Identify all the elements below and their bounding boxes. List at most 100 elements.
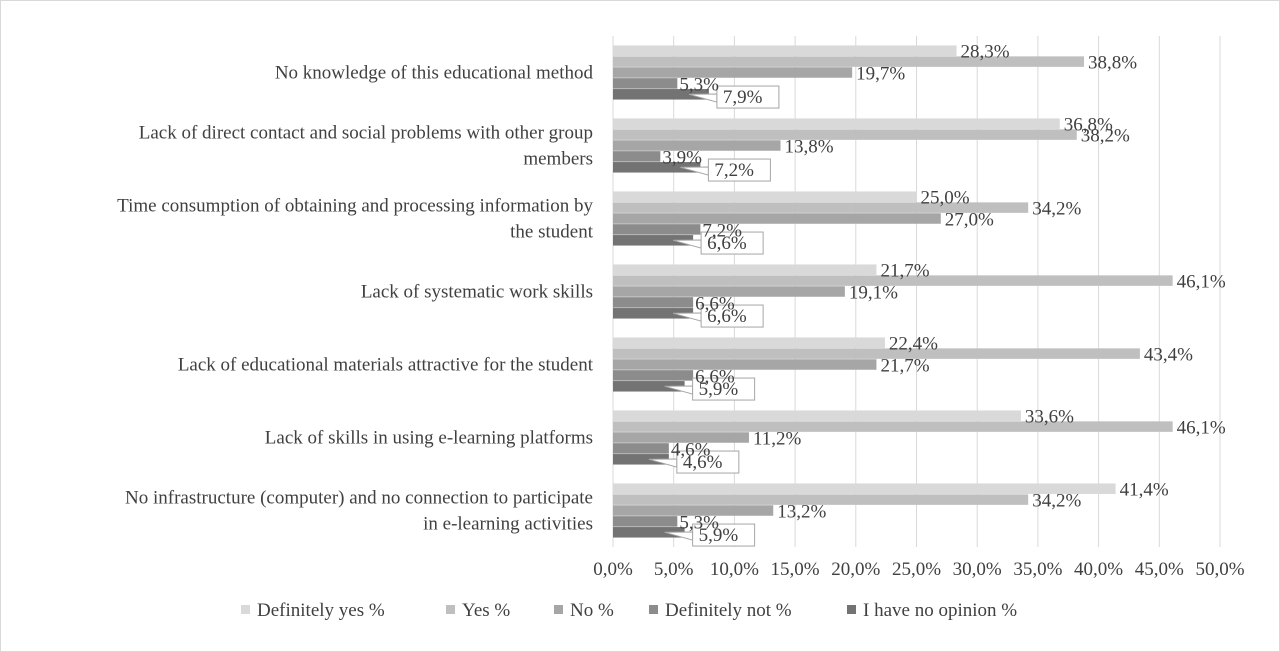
bar xyxy=(613,421,1173,432)
bar xyxy=(613,118,1060,129)
bar xyxy=(613,286,845,297)
bar xyxy=(613,516,678,527)
bar xyxy=(613,45,957,56)
bar xyxy=(613,224,701,235)
data-label: 7,2% xyxy=(714,160,754,181)
legend-swatch xyxy=(446,605,455,614)
bar xyxy=(613,494,1029,505)
bar xyxy=(613,264,877,275)
data-label: 11,2% xyxy=(753,429,802,450)
x-tick-label: 50,0% xyxy=(1195,559,1244,580)
data-label: 4,6% xyxy=(671,439,711,460)
x-axis-tick-labels: 0,0% 5,0% 10,0% 15,0% 20,0% 25,0% 30,0% 35,0% 40… xyxy=(593,559,1245,580)
data-label: 6,6% xyxy=(695,366,735,387)
bar xyxy=(613,410,1021,421)
data-label: 34,2% xyxy=(1032,199,1081,220)
bar xyxy=(613,432,749,443)
data-label: 27,0% xyxy=(945,210,994,231)
data-label: 46,1% xyxy=(1177,418,1226,439)
bar xyxy=(613,235,694,246)
bar xyxy=(613,454,669,465)
callout-box xyxy=(700,304,764,328)
data-label: 43,4% xyxy=(1144,345,1193,366)
bar xyxy=(613,89,709,100)
x-tick-label: 10,0% xyxy=(710,559,759,580)
data-label: 6,6% xyxy=(695,293,735,314)
bar xyxy=(613,140,781,151)
callout-box xyxy=(716,85,780,109)
callout-box xyxy=(692,377,756,401)
data-label: 6,6% xyxy=(707,306,747,327)
legend-label: Definitely not % xyxy=(665,600,792,621)
legend-swatch xyxy=(847,605,856,614)
x-tick-label: 0,0% xyxy=(593,559,633,580)
data-label: 5,9% xyxy=(699,379,739,400)
x-tick-label: 5,0% xyxy=(654,559,694,580)
category-label: No infrastructure (computer) and no conn… xyxy=(125,488,593,535)
bar xyxy=(613,213,941,224)
data-label: 28,3% xyxy=(961,42,1010,63)
legend-swatch xyxy=(554,605,563,614)
data-label: 5,3% xyxy=(679,512,719,533)
bar xyxy=(613,129,1077,140)
bar xyxy=(613,348,1140,359)
callout-box xyxy=(700,231,764,255)
category-label: Lack of educational materials attractive… xyxy=(178,355,594,376)
data-label: 34,2% xyxy=(1032,491,1081,512)
x-tick-label: 40,0% xyxy=(1074,559,1123,580)
x-tick-label: 35,0% xyxy=(1013,559,1062,580)
bar xyxy=(613,370,694,381)
data-label: 41,4% xyxy=(1120,480,1169,501)
x-tick-label: 25,0% xyxy=(892,559,941,580)
legend: Definitely yes % Yes % No % Definitely not … xyxy=(241,600,1017,621)
bar xyxy=(613,443,669,454)
bar xyxy=(613,297,694,308)
bar xyxy=(613,151,661,162)
bars xyxy=(613,45,1173,538)
legend-label: Yes % xyxy=(462,600,510,621)
data-labels: 41,4%34,2%13,2%5,3%5,9%33,6%46,1%11,2%4,… xyxy=(662,42,1226,546)
data-label: 19,7% xyxy=(856,64,905,85)
data-label: 21,7% xyxy=(880,261,929,282)
data-label-callouts xyxy=(648,85,780,547)
bar xyxy=(613,56,1085,67)
data-label: 7,2% xyxy=(702,220,742,241)
legend-swatch xyxy=(649,605,658,614)
x-tick-label: 30,0% xyxy=(953,559,1002,580)
category-label: Lack of systematic work skills xyxy=(361,282,593,303)
category-label: Lack of skills in using e-learning platf… xyxy=(265,428,593,449)
data-label: 21,7% xyxy=(880,356,929,377)
x-tick-label: 15,0% xyxy=(771,559,820,580)
bar xyxy=(613,381,685,392)
data-label: 6,6% xyxy=(707,233,747,254)
category-labels: No infrastructure (computer) and no conn… xyxy=(117,63,594,535)
data-label: 5,3% xyxy=(679,74,719,95)
data-label: 13,2% xyxy=(777,502,826,523)
x-tick-label: 20,0% xyxy=(831,559,880,580)
category-label: Lack of direct contact and social proble… xyxy=(139,123,593,170)
legend-label: Definitely yes % xyxy=(257,600,385,621)
category-label: Time consumption of obtaining and proces… xyxy=(117,196,594,243)
data-label: 36,8% xyxy=(1064,115,1113,136)
x-tick-label: 45,0% xyxy=(1135,559,1184,580)
bar xyxy=(613,505,774,516)
data-label: 46,1% xyxy=(1177,272,1226,293)
category-label: No knowledge of this educational method xyxy=(275,63,594,84)
data-label: 38,8% xyxy=(1088,53,1137,74)
data-label: 13,8% xyxy=(785,137,834,158)
data-label: 38,2% xyxy=(1081,126,1130,147)
data-label: 22,4% xyxy=(889,334,938,355)
callout-box xyxy=(707,158,771,182)
bar xyxy=(613,527,685,538)
bar xyxy=(613,162,701,173)
data-label: 19,1% xyxy=(849,283,898,304)
callout-box xyxy=(676,450,740,474)
data-label: 7,9% xyxy=(723,87,763,108)
legend-label: I have no opinion % xyxy=(863,600,1017,621)
bar xyxy=(613,275,1173,286)
legend-label: No % xyxy=(570,600,614,621)
data-label: 25,0% xyxy=(921,188,970,209)
bar xyxy=(613,202,1029,213)
